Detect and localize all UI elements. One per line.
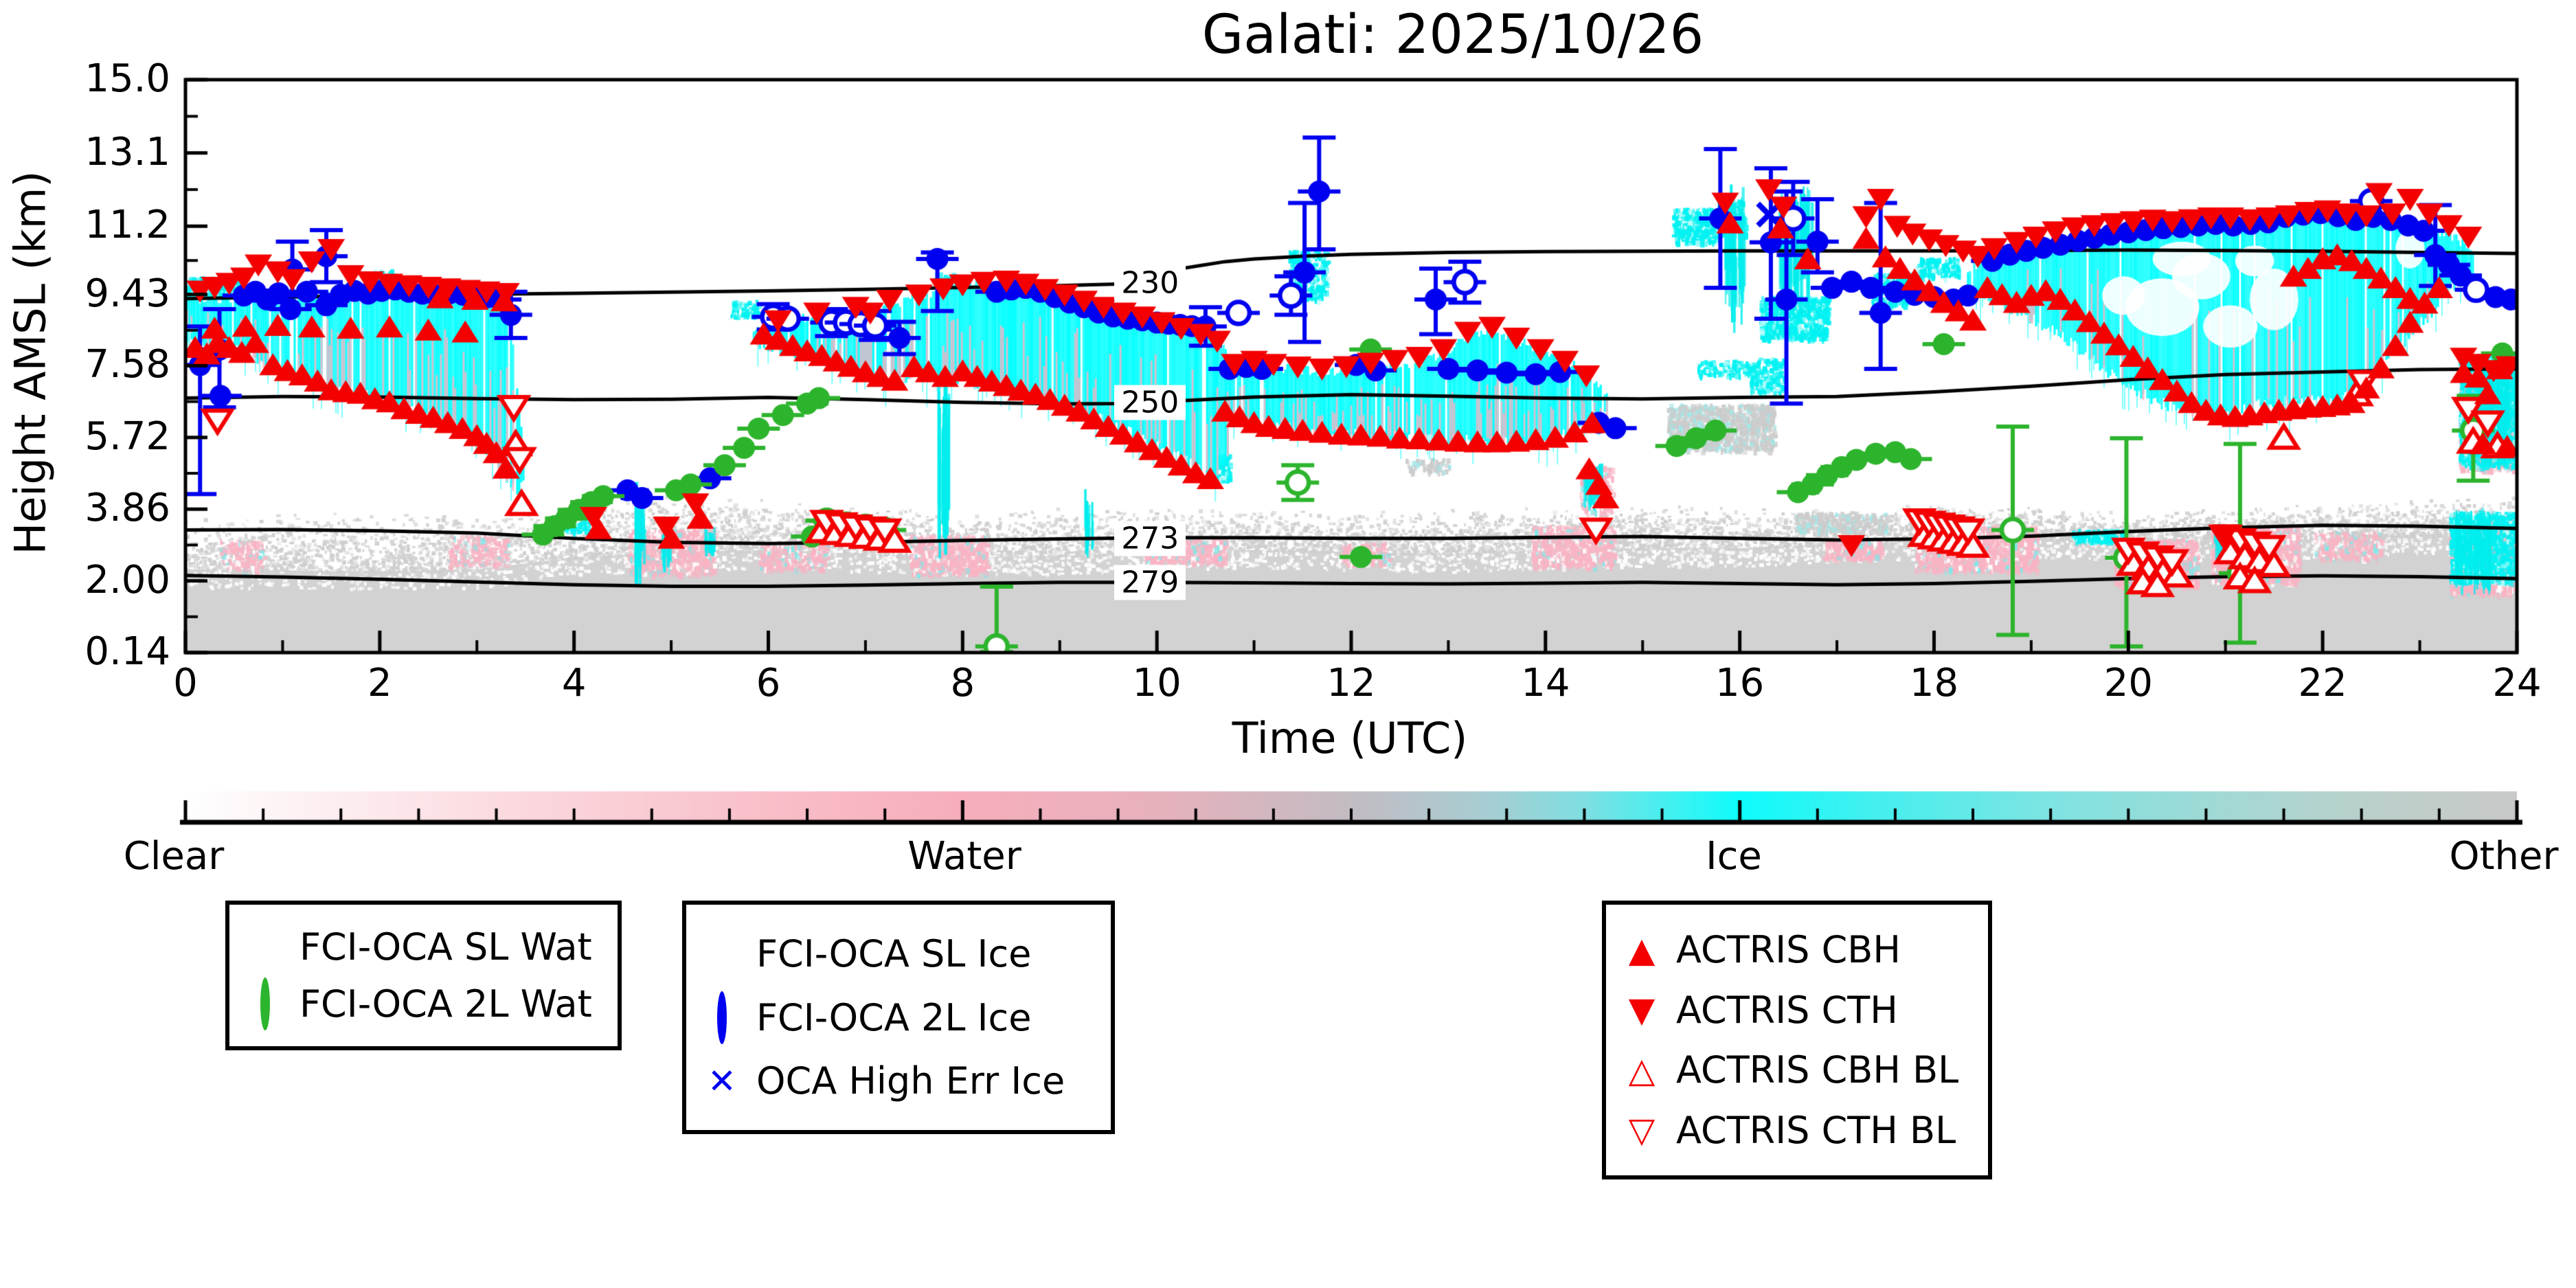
legend-item-cth-bl: ▽ ACTRIS CTH BL: [1624, 1109, 1970, 1152]
y-axis-label: Height AMSL (km): [5, 170, 56, 555]
ice-x-icon: ✕: [708, 1061, 736, 1101]
y-tick-label: 13.1: [84, 129, 170, 174]
x-tick-label: 16: [1715, 661, 1765, 705]
y-tick-label: 9.43: [84, 271, 170, 316]
x-axis-label: Time (UTC): [1232, 713, 1468, 763]
x-tick-label: 10: [1132, 661, 1182, 705]
legend-label: FCI-OCA 2L Wat: [300, 982, 592, 1026]
legend-item-cth: ▼ ACTRIS CTH: [1624, 988, 1970, 1032]
contour-label-273: 273: [1114, 521, 1186, 556]
legend-box-actris: ▲ ACTRIS CBH ▼ ACTRIS CTH △ ACTRIS CBH B…: [1602, 901, 1992, 1179]
x-tick-label: 20: [2103, 661, 2153, 705]
cbh-bl-triangle-up-open-icon: △: [1628, 1050, 1656, 1090]
y-tick-label: 7.58: [84, 342, 170, 387]
legend-item-cbh: ▲ ACTRIS CBH: [1624, 928, 1970, 971]
plot-title: Galati: 2025/10/26: [1201, 4, 1704, 66]
ice-open-circle-icon: [704, 991, 740, 1044]
legend-label: ACTRIS CBH: [1676, 928, 1901, 972]
legend-item-2l-wat: FCI-OCA 2L Wat: [247, 978, 600, 1030]
legend-box-ice: FCI-OCA SL Ice FCI-OCA 2L Ice ✕ OCA High…: [682, 901, 1115, 1134]
legend-label: FCI-OCA SL Ice: [756, 931, 1032, 975]
legend-item-oca-high-err: ✕ OCA High Err Ice: [704, 1059, 1093, 1103]
legend-item-sl-ice: FCI-OCA SL Ice: [704, 932, 1093, 975]
water-open-circle-icon: [247, 978, 283, 1030]
colorbar-label-water: Water: [907, 834, 1021, 879]
legend-item-sl-wat: FCI-OCA SL Wat: [247, 925, 600, 969]
contour-label-250: 250: [1114, 385, 1186, 420]
cbh-triangle-up-icon: ▲: [1628, 929, 1656, 970]
legend-label: FCI-OCA SL Wat: [300, 925, 592, 969]
x-tick-label: 2: [368, 661, 392, 705]
colorbar-label-ice: Ice: [1706, 834, 1762, 879]
legend-label: OCA High Err Ice: [756, 1059, 1065, 1103]
legend-box-water: FCI-OCA SL Wat FCI-OCA 2L Wat: [225, 901, 622, 1050]
y-tick-label: 0.14: [84, 629, 170, 674]
colorbar-label-clear: Clear: [123, 834, 225, 879]
legend-label: ACTRIS CTH BL: [1676, 1108, 1956, 1152]
legend-label: ACTRIS CBH BL: [1676, 1048, 1959, 1092]
colorbar-label-other: Other: [2449, 834, 2559, 879]
contour-label-230: 230: [1114, 265, 1186, 301]
x-tick-label: 8: [950, 661, 975, 705]
legend-item-cbh-bl: △ ACTRIS CBH BL: [1624, 1048, 1970, 1092]
y-tick-label: 15.0: [84, 56, 170, 101]
x-tick-label: 0: [173, 661, 198, 705]
y-tick-label: 5.72: [84, 414, 170, 459]
y-tick-label: 2.00: [84, 557, 170, 602]
legend-item-2l-ice: FCI-OCA 2L Ice: [704, 991, 1093, 1044]
x-tick-label: 6: [756, 661, 781, 705]
cth-bl-triangle-down-open-icon: ▽: [1628, 1110, 1656, 1151]
x-tick-label: 24: [2492, 661, 2542, 705]
x-tick-label: 12: [1326, 661, 1376, 705]
contour-label-279: 279: [1114, 565, 1186, 600]
x-tick-label: 18: [1909, 661, 1959, 705]
legend-label: ACTRIS CTH: [1676, 988, 1898, 1032]
legend-label: FCI-OCA 2L Ice: [756, 995, 1032, 1039]
x-tick-label: 22: [2298, 661, 2347, 705]
cth-triangle-down-icon: ▼: [1628, 990, 1656, 1030]
y-tick-label: 3.86: [84, 486, 170, 531]
y-tick-label: 11.2: [84, 203, 170, 248]
x-tick-label: 14: [1521, 661, 1570, 705]
x-tick-label: 4: [561, 661, 587, 705]
